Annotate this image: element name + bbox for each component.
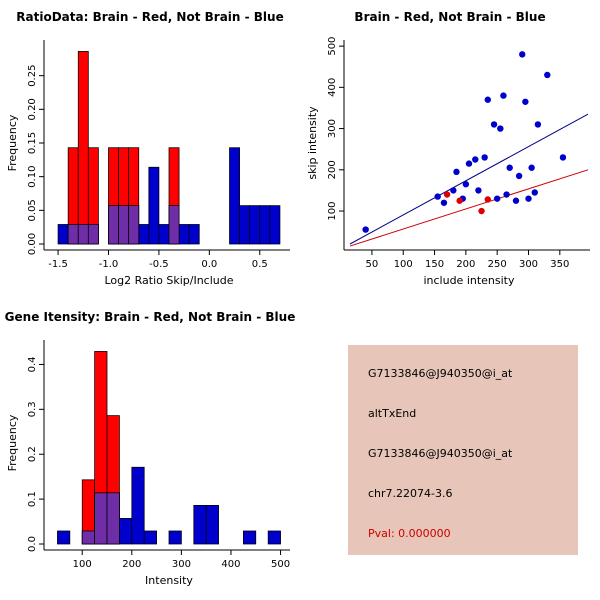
- svg-text:0.5: 0.5: [252, 259, 268, 270]
- svg-text:0.2: 0.2: [27, 446, 38, 462]
- svg-text:0.0: 0.0: [27, 536, 38, 552]
- svg-text:300: 300: [519, 259, 538, 270]
- svg-text:0.1: 0.1: [27, 491, 38, 507]
- svg-text:0.05: 0.05: [27, 199, 38, 221]
- ratio-histogram-plot: -1.5 -1.0 -0.5 0.0 0.5 0.00 0.05 0.10 0.15 0.20 0.…: [6, 40, 290, 287]
- svg-text:include intensity: include intensity: [423, 274, 515, 287]
- svg-text:0.00: 0.00: [27, 233, 38, 255]
- locus-line: chr7.22074-3.6: [368, 487, 453, 500]
- svg-text:Frequency: Frequency: [6, 114, 19, 171]
- svg-text:400: 400: [221, 559, 240, 570]
- scatter-plot: 50 100 150 200 250 300 350 100 200 300 400 500 inclu…: [306, 37, 590, 287]
- svg-text:skip intensity: skip intensity: [306, 106, 319, 180]
- gene-histogram-panel: 100 200 300 400 500 0.0 0.1 0.2 0.3 0.4 Intensity F…: [0, 300, 300, 600]
- svg-text:150: 150: [425, 259, 444, 270]
- info-panel: G7133846@J940350@i_at altTxEnd G7133846@…: [300, 300, 600, 600]
- svg-text:0.25: 0.25: [27, 65, 38, 87]
- svg-text:200: 200: [456, 259, 475, 270]
- svg-text:-1.5: -1.5: [48, 259, 68, 270]
- gene-histogram-plot: 100 200 300 400 500 0.0 0.1 0.2 0.3 0.4 Intensity F…: [6, 340, 290, 587]
- svg-text:0.3: 0.3: [27, 401, 38, 417]
- svg-text:400: 400: [327, 78, 338, 97]
- svg-text:100: 100: [327, 201, 338, 220]
- svg-text:0.10: 0.10: [27, 166, 38, 188]
- ratio-histogram-title: RatioData: Brain - Red, Not Brain - Blue: [16, 10, 284, 24]
- svg-text:200: 200: [327, 160, 338, 179]
- gene-histogram-title: Gene Itensity: Brain - Red, Not Brain - …: [4, 310, 296, 324]
- svg-text:250: 250: [488, 259, 507, 270]
- ratio-histogram-panel: -1.5 -1.0 -0.5 0.0 0.5 0.00 0.05 0.10 0.15 0.20 0.…: [0, 0, 300, 300]
- probe-id-line: G7133846@J940350@i_at: [368, 367, 513, 380]
- svg-text:100: 100: [394, 259, 413, 270]
- svg-text:0.15: 0.15: [27, 132, 38, 154]
- svg-text:Log2 Ratio Skip/Include: Log2 Ratio Skip/Include: [104, 274, 233, 287]
- svg-text:50: 50: [366, 259, 379, 270]
- svg-text:350: 350: [550, 259, 569, 270]
- svg-text:200: 200: [122, 559, 141, 570]
- svg-text:0.4: 0.4: [27, 356, 38, 372]
- svg-text:-1.0: -1.0: [99, 259, 119, 270]
- svg-text:300: 300: [327, 119, 338, 138]
- svg-text:300: 300: [172, 559, 191, 570]
- svg-text:500: 500: [271, 559, 290, 570]
- svg-text:500: 500: [327, 37, 338, 56]
- info-box: G7133846@J940350@i_at altTxEnd G7133846@…: [348, 345, 578, 555]
- svg-text:0.0: 0.0: [201, 259, 217, 270]
- svg-text:Intensity: Intensity: [145, 574, 193, 587]
- event-type-line: altTxEnd: [368, 407, 417, 420]
- svg-text:-0.5: -0.5: [149, 259, 169, 270]
- pval-line: Pval: 0.000000: [368, 527, 451, 540]
- svg-text:Frequency: Frequency: [6, 414, 19, 471]
- scatter-panel: 50 100 150 200 250 300 350 100 200 300 400 500 inclu…: [300, 0, 600, 300]
- svg-text:0.20: 0.20: [27, 98, 38, 120]
- probe-id-line-2: G7133846@J940350@i_at: [368, 447, 513, 460]
- scatter-title: Brain - Red, Not Brain - Blue: [354, 10, 546, 24]
- svg-text:100: 100: [73, 559, 92, 570]
